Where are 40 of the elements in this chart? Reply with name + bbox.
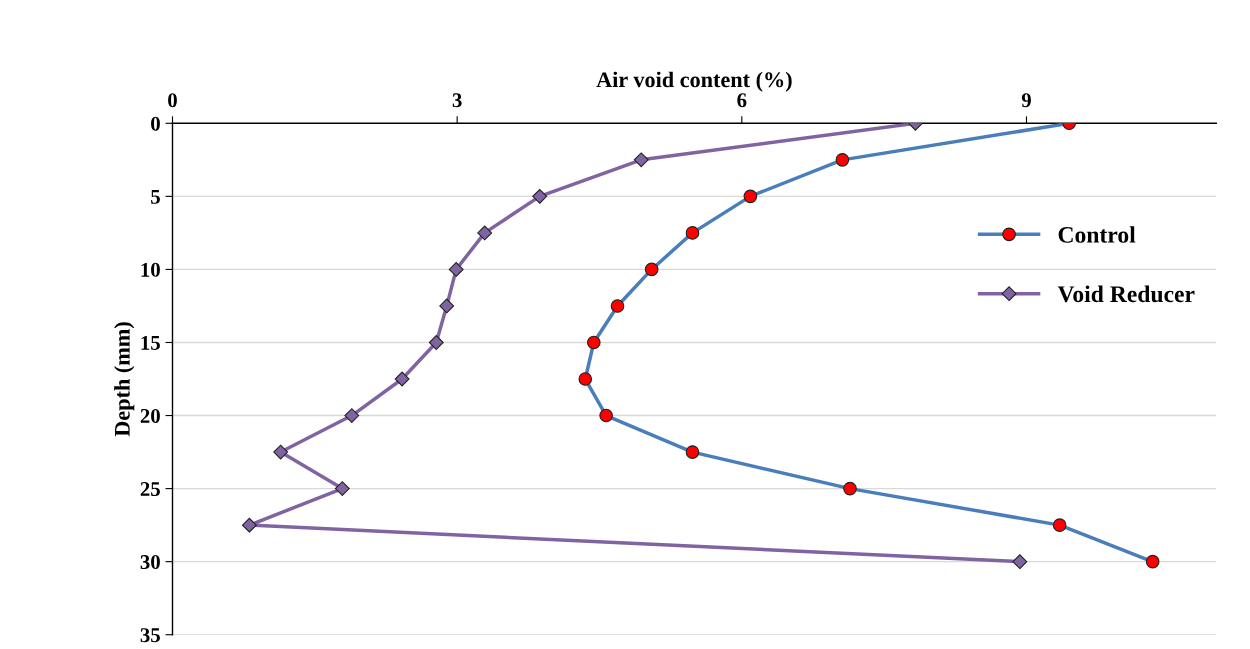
y-tick-label: 20 [140,408,160,423]
point [241,517,257,533]
point [439,298,455,314]
legend-label: Void Reducer [1057,285,1195,303]
point [344,408,360,423]
point [685,445,700,459]
x-tick-label: 6 [737,93,747,108]
point [578,372,593,386]
point [477,225,493,241]
point [1012,554,1028,570]
y-tick-label: 15 [141,335,160,350]
y-tick-label: 0 [151,116,160,131]
x-axis-title: Air void content (%) [596,71,792,92]
point [273,444,289,460]
point [633,152,649,168]
y-tick-label: 25 [140,482,160,497]
legend-label: Control [1058,226,1136,243]
point [532,188,548,204]
point [1052,518,1067,532]
point [835,153,850,167]
x-tick-label: 0 [168,93,177,108]
y-tick-label: 10 [141,262,160,277]
point [394,371,410,387]
point [685,226,700,240]
y-tick-label: 35 [140,628,160,643]
point [599,408,613,423]
y-tick-label: 30 [140,555,160,570]
point [448,261,464,277]
point [843,481,857,496]
y-tick-label: 5 [151,189,160,204]
point [610,299,625,313]
point [743,189,758,204]
x-tick-label: 3 [452,93,462,108]
point [1145,554,1160,569]
point [334,481,350,497]
x-tick-label: 9 [1021,93,1031,108]
point [586,335,601,350]
y-axis-title: Depth (mm) [114,322,135,437]
point [644,262,659,277]
point [428,335,444,350]
